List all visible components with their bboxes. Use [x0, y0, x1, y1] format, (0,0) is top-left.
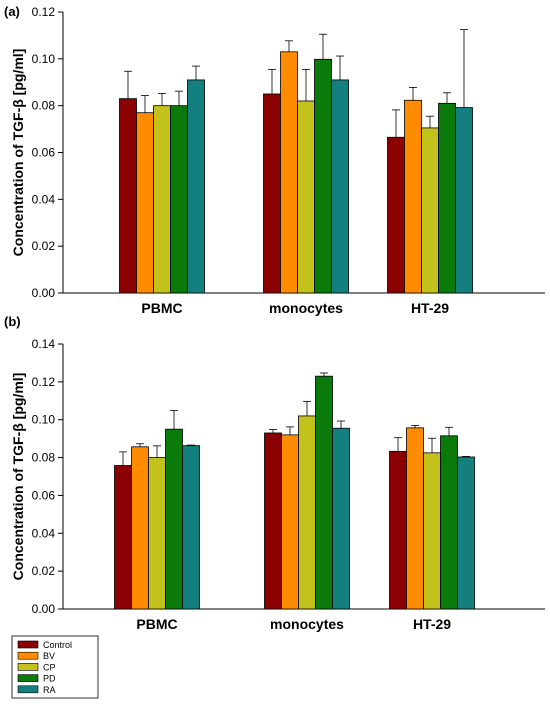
- y-tick-label: 0.14: [32, 337, 56, 351]
- y-tick-label: 0.04: [32, 526, 56, 540]
- x-tick-label: PBMC: [141, 300, 182, 316]
- bar-ra-ht-29: [457, 456, 475, 610]
- bar-ra-ht-29: [455, 107, 473, 294]
- legend-swatch-pd: [17, 674, 39, 682]
- panel-label: (b): [4, 314, 21, 329]
- bar-pd-pbmc: [170, 105, 188, 294]
- bar-control-monocytes: [264, 432, 282, 610]
- y-axis-label: Concentration of TGF-β [pg/ml]: [10, 49, 26, 257]
- y-tick-label: 0.08: [32, 99, 56, 113]
- y-tick-label: 0.10: [32, 413, 56, 427]
- y-tick-label: 0.00: [32, 602, 56, 616]
- bar-ra-pbmc: [187, 79, 205, 294]
- bar-control-pbmc: [119, 98, 137, 294]
- bar-pd-pbmc: [165, 428, 183, 610]
- bar-control-ht-29: [387, 136, 405, 294]
- bar-control-pbmc: [114, 465, 132, 610]
- bar-bv-pbmc: [136, 112, 154, 294]
- y-tick-label: 0.02: [32, 564, 56, 578]
- y-tick-label: 0.12: [32, 375, 56, 389]
- bar-ra-monocytes: [331, 79, 349, 294]
- legend-label: RA: [43, 685, 56, 695]
- legend-label: BV: [43, 651, 55, 661]
- bar-bv-pbmc: [131, 446, 149, 610]
- bar-bv-ht-29: [404, 99, 422, 294]
- x-tick-label: HT-29: [413, 616, 451, 632]
- x-tick-label: HT-29: [411, 300, 449, 316]
- bar-pd-ht-29: [438, 102, 456, 294]
- bar-pd-monocytes: [315, 375, 333, 610]
- y-tick-label: 0.06: [32, 146, 56, 160]
- bar-pd-monocytes: [314, 58, 332, 294]
- y-tick-label: 0.10: [32, 52, 56, 66]
- legend-label: Control: [43, 640, 72, 650]
- bar-ra-monocytes: [332, 427, 350, 610]
- y-tick-label: 0.04: [32, 192, 56, 206]
- bar-control-ht-29: [389, 450, 407, 610]
- y-tick-label: 0.02: [32, 239, 56, 253]
- y-tick-label: 0.12: [32, 5, 56, 19]
- bar-pd-ht-29: [440, 435, 458, 610]
- bar-ra-pbmc: [182, 445, 200, 610]
- y-axis-label: Concentration of TGF-β [pg/ml]: [10, 373, 26, 581]
- y-tick-label: 0.08: [32, 451, 56, 465]
- legend-swatch-control: [17, 640, 39, 649]
- bar-cp-ht-29: [421, 127, 439, 294]
- bar-cp-monocytes: [298, 415, 316, 610]
- x-tick-label: monocytes: [269, 300, 343, 316]
- panel-a: (a) Concentration of TGF-β [pg/ml] 0.00 0.0…: [4, 4, 545, 316]
- bar-bv-monocytes: [281, 434, 299, 610]
- legend-swatch-bv: [17, 651, 39, 660]
- legend-label: PD: [43, 674, 56, 684]
- panel-b: (b) Concentration of TGF-β [pg/ml] 0.00 0.0…: [4, 314, 545, 632]
- x-tick-label: PBMC: [136, 616, 177, 632]
- panel-label: (a): [4, 4, 20, 19]
- bar-cp-ht-29: [423, 452, 441, 610]
- legend-swatch-ra: [17, 685, 39, 694]
- bar-cp-pbmc: [153, 105, 171, 294]
- y-tick-label: 0.06: [32, 488, 56, 502]
- x-tick-label: monocytes: [270, 616, 344, 632]
- bar-cp-pbmc: [148, 457, 166, 610]
- bar-bv-ht-29: [406, 427, 424, 610]
- bar-cp-monocytes: [297, 100, 315, 294]
- bar-bv-monocytes: [280, 51, 298, 294]
- legend-swatch-cp: [17, 663, 39, 671]
- bar-control-monocytes: [263, 93, 281, 294]
- legend-label: CP: [43, 662, 56, 672]
- y-tick-label: 0.00: [32, 286, 56, 300]
